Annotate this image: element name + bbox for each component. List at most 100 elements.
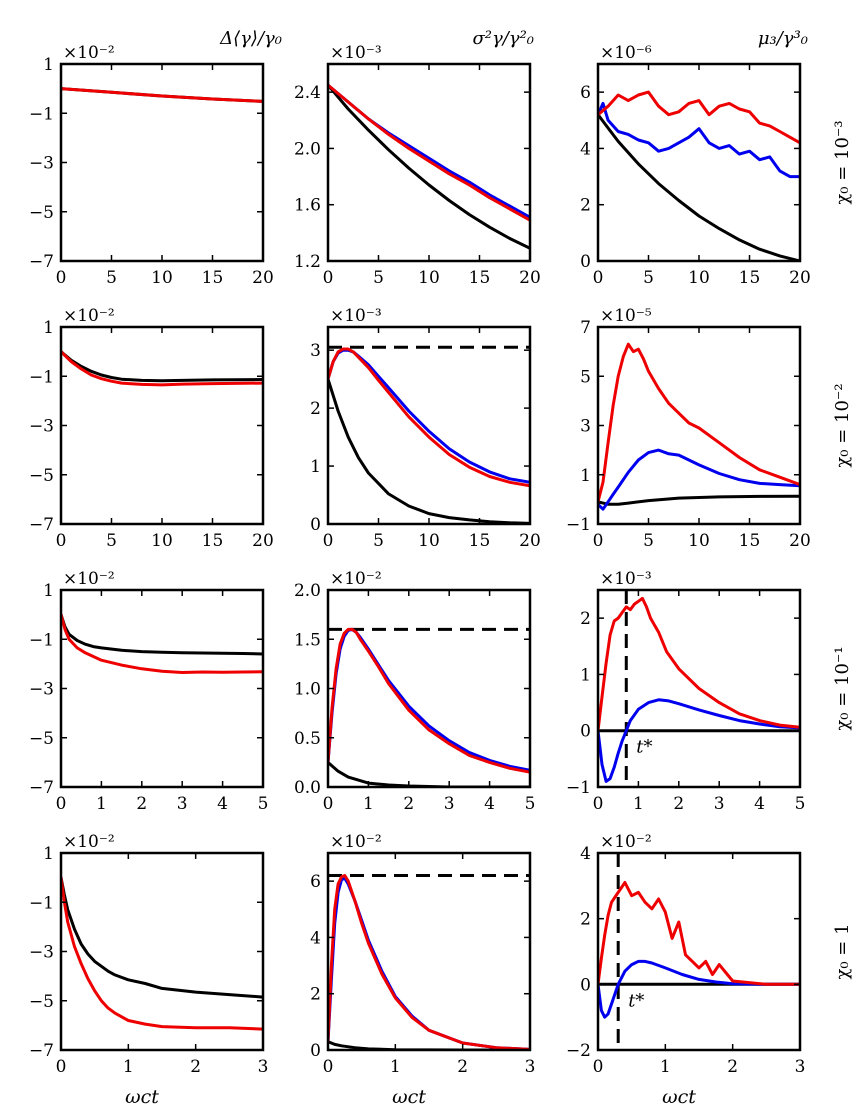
panel-r0c1: 2.4 2.0 1.6 1.20 5 10 15 20 ×10⁻³ — [294, 43, 541, 288]
y-tick-label: 2 — [580, 910, 591, 930]
x-tick-label: 0 — [593, 268, 604, 288]
x-tick-label: 3 — [177, 794, 188, 814]
row-title-2: χ₀ = 10⁻¹ — [832, 646, 853, 730]
series-line-red — [598, 881, 800, 986]
series-line-red — [61, 87, 263, 103]
y-tick-label: 4 — [580, 139, 591, 159]
x-tick-label: 3 — [714, 794, 725, 814]
x-tick-label: 1 — [96, 794, 107, 814]
y-tick-label: 1 — [580, 665, 591, 685]
axes-frame — [596, 62, 802, 263]
x-tick-label: 0 — [323, 268, 334, 288]
y-tick-label: 1 — [310, 457, 321, 477]
y-tick-label: 0 — [310, 515, 321, 535]
x-tick-label: 10 — [151, 531, 173, 551]
plot-area — [328, 345, 530, 524]
x-axis-label-0: ωct — [125, 1086, 159, 1108]
x-tick-label: 10 — [688, 268, 710, 288]
column-title-1: σ²γ/γ²₀ — [472, 28, 534, 49]
x-tick-label: 0 — [323, 531, 334, 551]
axes-frame — [59, 62, 265, 263]
x-tick-label: 15 — [469, 268, 491, 288]
y-tick-label: −7 — [29, 515, 54, 535]
series-line-black — [328, 83, 530, 250]
row-title-3: χ₀ = 1 — [832, 923, 853, 979]
panel-r2c1: 2.0 1.5 1.0 0.5 0.00 1 2 3 4 5 ×10⁻² — [294, 569, 535, 814]
y-tick-label: 1.6 — [294, 196, 321, 216]
x-tick-label: 1 — [123, 1057, 134, 1077]
column-title-2: μ₃/γ³₀ — [758, 28, 808, 49]
x-tick-label: 5 — [106, 268, 117, 288]
y-tick-label: 6 — [310, 872, 321, 892]
x-tick-label: 0 — [56, 794, 67, 814]
x-tick-label: 4 — [484, 794, 495, 814]
x-tick-label: 0 — [593, 794, 604, 814]
series-line-red — [328, 874, 530, 1050]
y-tick-label: −2 — [566, 1041, 591, 1061]
y-tick-label: 3 — [580, 417, 591, 437]
series-line-blue — [328, 627, 530, 772]
y-tick-label: 1 — [580, 466, 591, 486]
series-line-blue — [598, 959, 800, 1019]
series-line-blue — [328, 876, 530, 1050]
row-title-0: χ₀ = 10⁻³ — [832, 120, 853, 204]
y-tick-label: −7 — [29, 1041, 54, 1061]
x-tick-label: 20 — [252, 531, 274, 551]
y-tick-label: 6 — [580, 83, 591, 103]
plot-area — [328, 874, 530, 1050]
y-tick-label: −5 — [29, 203, 54, 223]
y-tick-label: −3 — [29, 943, 54, 963]
y-tick-label: 2.0 — [294, 581, 321, 601]
plot-area — [598, 342, 800, 511]
y-tick-label: −5 — [29, 466, 54, 486]
series-line-black — [61, 876, 263, 999]
series-line-black — [598, 494, 800, 506]
axes-frame — [59, 588, 265, 789]
plot-area — [61, 876, 263, 1031]
y-tick-label: 4 — [580, 844, 591, 864]
y-tick-label: 2 — [310, 399, 321, 419]
axis-multiplier: ×10⁻⁵ — [600, 306, 652, 326]
series-line-red — [61, 876, 263, 1031]
t-star-annotation: t* — [628, 990, 644, 1011]
series-line-black — [328, 760, 530, 787]
y-tick-label: 1 — [43, 318, 54, 338]
y-tick-label: −3 — [29, 154, 54, 174]
y-tick-label: 3 — [310, 341, 321, 361]
x-tick-label: 4 — [217, 794, 228, 814]
panel-r3c0: 1 −1 −3 −5 −70 1 2 3 ×10⁻² — [29, 832, 268, 1077]
axes-frame — [59, 851, 265, 1052]
y-tick-label: 4 — [310, 928, 321, 948]
x-tick-label: 20 — [519, 531, 541, 551]
x-tick-label: 15 — [739, 531, 761, 551]
x-tick-label: 5 — [525, 794, 536, 814]
x-tick-label: 3 — [258, 1057, 269, 1077]
x-tick-label: 20 — [789, 268, 811, 288]
y-tick-label: 1.2 — [294, 252, 321, 272]
x-tick-label: 10 — [688, 531, 710, 551]
x-tick-label: 0 — [323, 794, 334, 814]
series-line-black — [598, 113, 800, 261]
series-line-red — [328, 627, 530, 774]
column-title-0: Δ⟨γ⟩/γ₀ — [219, 28, 282, 49]
y-tick-label: 2 — [310, 985, 321, 1005]
axis-multiplier: ×10⁻² — [63, 43, 115, 63]
x-tick-label: 10 — [418, 531, 440, 551]
x-tick-label: 5 — [373, 268, 384, 288]
x-tick-label: 3 — [525, 1057, 536, 1077]
y-tick-label: 0 — [310, 1041, 321, 1061]
y-tick-label: −1 — [566, 515, 591, 535]
axis-multiplier: ×10⁻² — [330, 569, 382, 589]
panel-r0c0: 1 −1 −3 −5 −70 5 10 15 20 ×10⁻² — [29, 43, 274, 288]
y-tick-label: 1.0 — [294, 680, 321, 700]
x-tick-label: 1 — [633, 794, 644, 814]
series-line-red — [598, 596, 800, 733]
y-tick-label: −5 — [29, 729, 54, 749]
axis-multiplier: ×10⁻³ — [330, 43, 382, 63]
x-tick-label: 2 — [673, 794, 684, 814]
panel-r2c0: 1 −1 −3 −5 −70 1 2 3 4 5 ×10⁻² — [29, 569, 268, 814]
y-tick-label: 2 — [580, 196, 591, 216]
plot-area — [61, 87, 263, 103]
y-tick-label: −1 — [29, 893, 54, 913]
